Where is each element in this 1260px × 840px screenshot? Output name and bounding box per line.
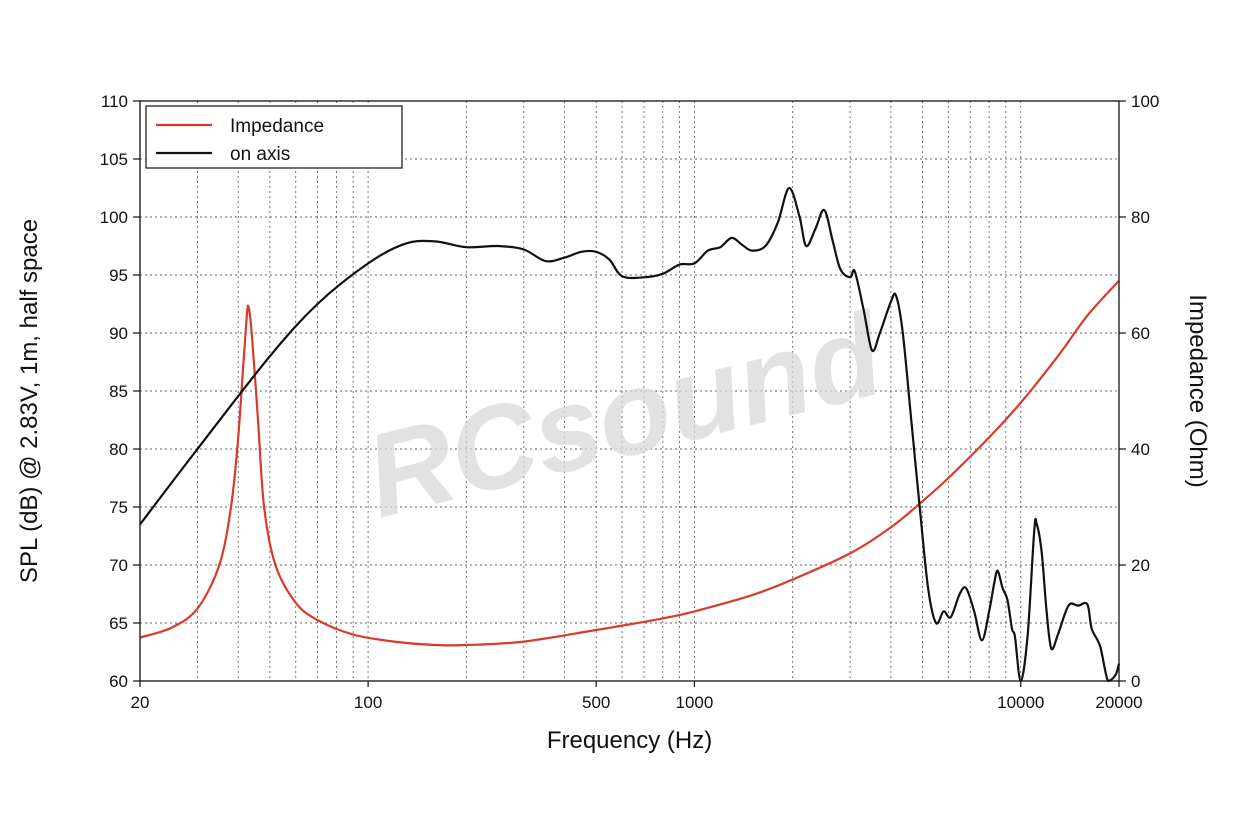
impedance-series-line — [139, 280, 1120, 647]
left-y-tick-label: 95 — [109, 266, 128, 285]
right-y-tick-label: 100 — [1131, 92, 1159, 111]
right-y-tick-label: 60 — [1131, 324, 1150, 343]
left-y-axis-title: SPL (dB) @ 2.83V, 1m, half space — [16, 219, 43, 583]
left-y-tick-label: 80 — [109, 440, 128, 459]
left-y-tick-label: 85 — [109, 382, 128, 401]
left-y-tick-label: 110 — [101, 92, 128, 111]
right-y-tick-label: 20 — [1131, 556, 1150, 575]
on-axis-series-line — [139, 186, 1121, 683]
left-y-tick-label: 70 — [109, 556, 128, 575]
tick-labels: 60 65 70 75 80 85 90 95 100 105 110 0 20 40 60 80 100 20 1… — [100, 92, 1160, 712]
legend-box — [145, 105, 403, 169]
x-tick-label: 500 — [582, 693, 610, 712]
left-y-tick-label: 75 — [109, 498, 128, 517]
legend: Impedance on axis — [145, 105, 403, 169]
left-y-tick-label: 65 — [109, 614, 128, 633]
x-tick-label: 20000 — [1095, 693, 1142, 712]
left-y-tick-label: 105 — [100, 150, 128, 169]
legend-label-on-axis: on axis — [230, 144, 290, 165]
x-axis-title: Frequency (Hz) — [547, 727, 712, 754]
left-y-tick-label: 100 — [100, 208, 128, 227]
right-y-axis-title: Impedance (Ohm) — [1184, 294, 1211, 487]
right-y-tick-label: 0 — [1131, 672, 1140, 691]
watermark-group: RCsound — [354, 288, 898, 544]
left-y-tick-label: 60 — [109, 672, 128, 691]
x-tick-label: 100 — [354, 693, 382, 712]
legend-label-impedance: Impedance — [230, 116, 324, 137]
grid-lines — [140, 101, 1119, 681]
watermark-logo: RCsound — [354, 288, 898, 544]
axis-titles: Frequency (Hz) SPL (dB) @ 2.83V, 1m, hal… — [16, 219, 1211, 754]
x-tick-label: 20 — [131, 693, 150, 712]
left-y-tick-label: 90 — [109, 324, 128, 343]
right-y-tick-label: 80 — [1131, 208, 1150, 227]
x-tick-label: 10000 — [997, 693, 1044, 712]
right-y-tick-label: 40 — [1131, 440, 1150, 459]
x-tick-label: 1000 — [676, 693, 714, 712]
plot-frame — [133, 100, 1126, 687]
series-group — [139, 186, 1121, 683]
